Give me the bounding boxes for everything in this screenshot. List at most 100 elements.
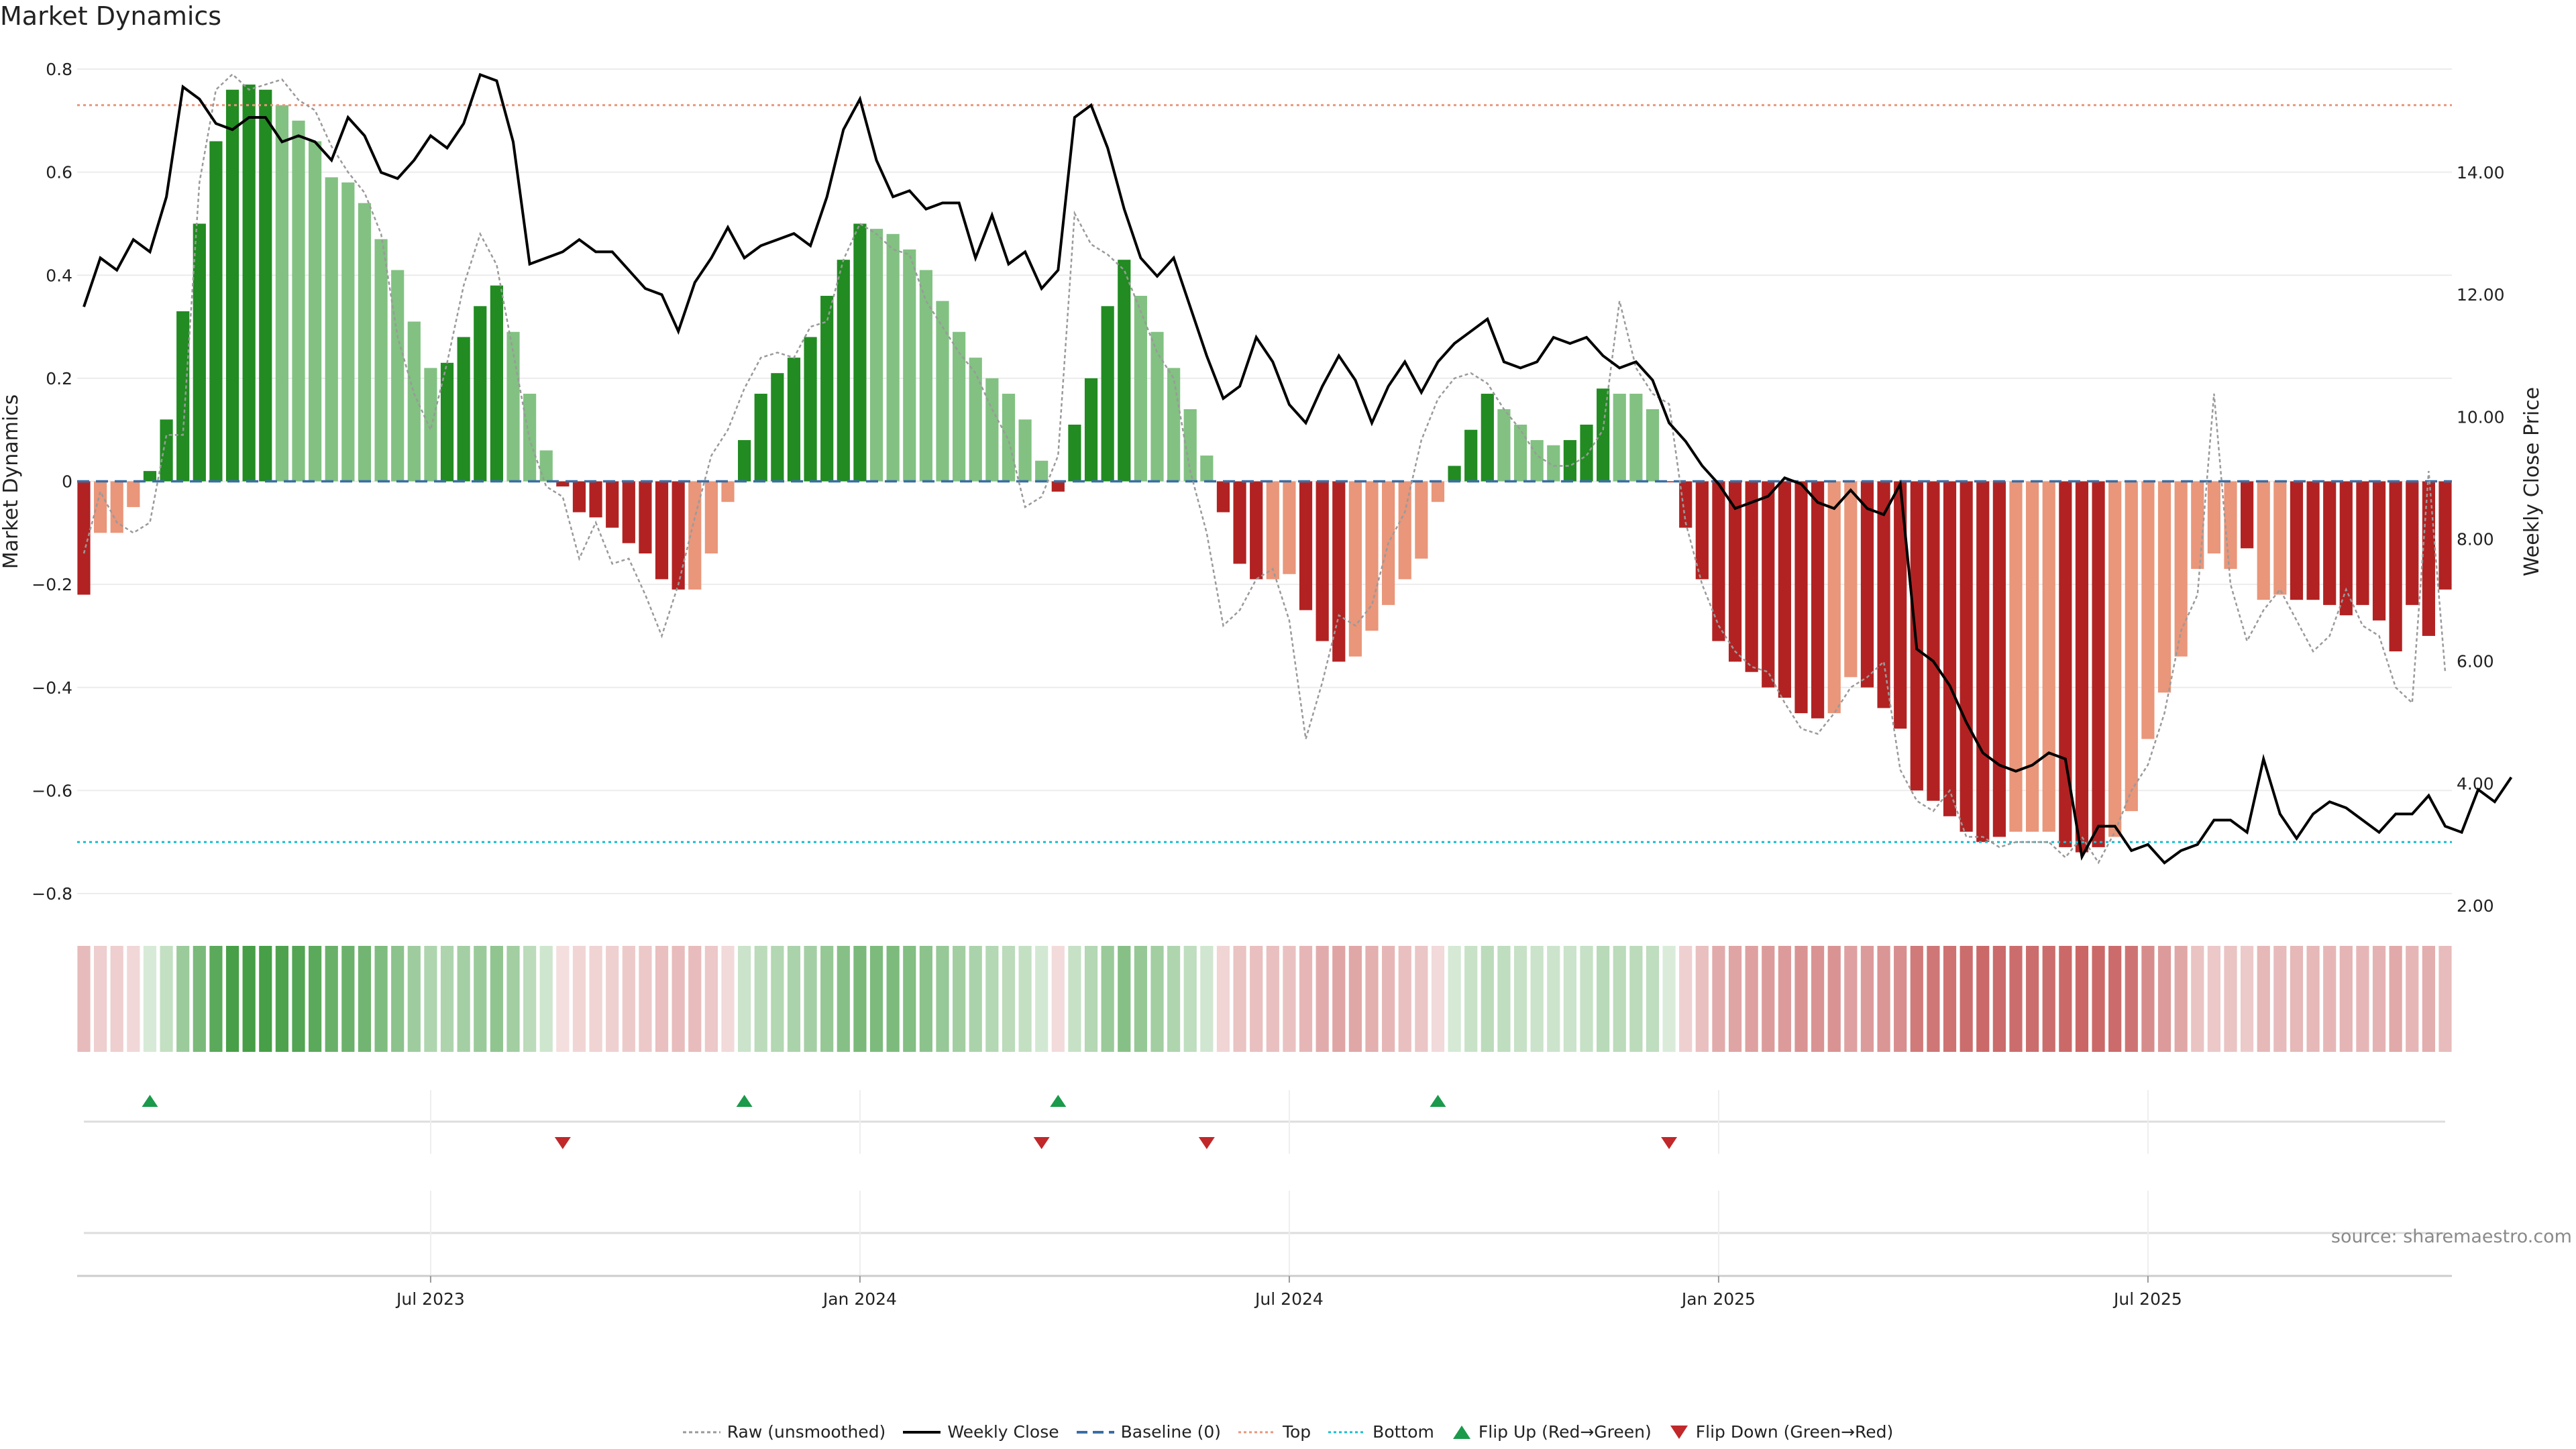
heat-cell (820, 946, 834, 1052)
heat-cell (1811, 946, 1825, 1052)
bar (2438, 481, 2452, 590)
heat-cell (1943, 946, 1957, 1052)
heat-cell (2339, 946, 2353, 1052)
bar (374, 239, 388, 482)
legend-top: Top (1238, 1422, 1311, 1442)
heat-cell (1415, 946, 1428, 1052)
bar (771, 373, 784, 482)
heat-cell (2042, 946, 2055, 1052)
bar (1018, 419, 1032, 482)
bar (672, 481, 685, 590)
flip-down-marker (1661, 1137, 1678, 1149)
bar (1547, 445, 1560, 482)
heat-cell (1398, 946, 1411, 1052)
heat-cell (688, 946, 702, 1052)
bar (1167, 368, 1181, 482)
bar (325, 177, 338, 482)
bar (490, 285, 503, 482)
x-tick-label: Jul 2024 (1254, 1289, 1324, 1309)
bar (919, 270, 932, 482)
heat-cell (969, 946, 982, 1052)
heat-cell (309, 946, 322, 1052)
heat-cell (1910, 946, 1923, 1052)
flip-down-marker (1198, 1137, 1215, 1149)
heat-cell (259, 946, 272, 1052)
y-left-tick-label: 0.8 (46, 60, 72, 79)
bar (2372, 481, 2386, 621)
y-left-tick-label: −0.2 (32, 575, 72, 594)
heat-cell (655, 946, 669, 1052)
legend-bottom-label: Bottom (1373, 1422, 1434, 1442)
bar (1960, 481, 1973, 832)
y-right-tick-label: 2.00 (2457, 896, 2494, 916)
bar (358, 203, 372, 482)
flip-up-marker (1050, 1095, 1067, 1107)
bar (1250, 481, 1263, 580)
heat-cell (919, 946, 932, 1052)
heat-cell (2257, 946, 2270, 1052)
bar (572, 481, 586, 513)
x-tick-label: Jul 2023 (395, 1289, 465, 1309)
bar (407, 321, 421, 482)
heat-cell (1365, 946, 1379, 1052)
bar (2042, 481, 2055, 832)
heat-cell (110, 946, 123, 1052)
heat-cell (523, 946, 537, 1052)
heat-cell (2323, 946, 2337, 1052)
y-left-tick-label: −0.4 (32, 678, 72, 698)
y-right-tick-label: 4.00 (2457, 774, 2494, 794)
bar (1051, 481, 1065, 492)
bar (953, 331, 966, 482)
legend-top-label: Top (1282, 1422, 1311, 1442)
bar (2257, 481, 2270, 600)
heat-cell (1431, 946, 1445, 1052)
heat-cell (2241, 946, 2254, 1052)
bar (474, 306, 487, 482)
bar (1580, 425, 1593, 482)
bar (424, 368, 437, 482)
heat-cell (1613, 946, 1626, 1052)
bar (259, 89, 272, 482)
bar (820, 295, 834, 482)
legend-raw-label: Raw (unsmoothed) (727, 1422, 886, 1442)
bar (853, 223, 867, 482)
bar (1216, 481, 1230, 513)
heat-cell (1827, 946, 1841, 1052)
heat-cell (2108, 946, 2122, 1052)
heat-cell (2438, 946, 2452, 1052)
heat-cell (1233, 946, 1246, 1052)
bar (787, 358, 801, 482)
bar (2174, 481, 2188, 657)
heat-cell (127, 946, 140, 1052)
heat-cell (2422, 946, 2435, 1052)
heat-cell (869, 946, 883, 1052)
bar (639, 481, 652, 554)
bar (2422, 481, 2435, 636)
bar (1068, 425, 1081, 482)
heat-cell (1992, 946, 2006, 1052)
heat-cell (1316, 946, 1329, 1052)
bar (309, 141, 322, 482)
bar (1745, 481, 1758, 672)
bar (1778, 481, 1791, 698)
heat-cell (1118, 946, 1131, 1052)
heat-cell (2191, 946, 2204, 1052)
bar (1448, 466, 1461, 482)
bar (1811, 481, 1825, 718)
bar (1283, 481, 1296, 574)
heat-cell (704, 946, 718, 1052)
y-right-axis-label: Weekly Close Price (2520, 387, 2544, 576)
heat-cell (721, 946, 735, 1052)
bar (2207, 481, 2220, 554)
heat-cell (292, 946, 305, 1052)
bar (1712, 481, 1725, 641)
heat-cell (490, 946, 503, 1052)
heat-cell (1002, 946, 1016, 1052)
heat-cell (1745, 946, 1758, 1052)
heat-cell (1283, 946, 1296, 1052)
bar (176, 311, 190, 482)
heat-cell (985, 946, 999, 1052)
heat-cell (2389, 946, 2402, 1052)
heat-cell (2306, 946, 2320, 1052)
bar (556, 481, 570, 487)
